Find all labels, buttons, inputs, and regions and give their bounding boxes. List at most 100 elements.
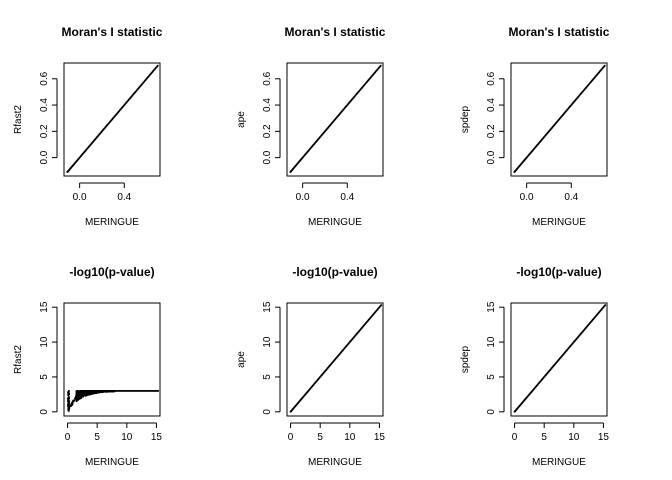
data-point bbox=[68, 390, 70, 392]
data-point bbox=[79, 391, 81, 394]
data-point bbox=[92, 392, 95, 395]
data-point bbox=[82, 391, 84, 393]
data-point bbox=[87, 393, 90, 396]
data-point bbox=[70, 403, 73, 405]
x-tick-label: 15 bbox=[374, 432, 386, 443]
data-point bbox=[379, 64, 382, 67]
data-point bbox=[67, 399, 69, 402]
y-tick-label: 0.2 bbox=[486, 124, 497, 138]
data-points bbox=[513, 64, 606, 173]
y-tick-label: 0.2 bbox=[39, 124, 50, 138]
data-point bbox=[80, 394, 83, 397]
y-tick-label: 0.2 bbox=[262, 124, 273, 138]
panel-1: Moran's I statistic MERINGUE Rfast2 0.0 0.4 0… bbox=[13, 25, 163, 228]
y-tick-label: 5 bbox=[486, 374, 497, 380]
data-point bbox=[156, 64, 159, 67]
data-point bbox=[78, 397, 81, 400]
data-point bbox=[82, 394, 85, 397]
data-points bbox=[289, 304, 383, 413]
plot-frame bbox=[510, 62, 608, 177]
data-point bbox=[68, 405, 71, 408]
panel-4: -log10(p-value) MERINGUE Rfast2 0 5 10 15 0 5 10 1… bbox=[13, 265, 162, 468]
panel-title: -log10(p-value) bbox=[69, 265, 154, 279]
y-tick-label: 0.0 bbox=[486, 150, 497, 164]
data-point bbox=[80, 393, 83, 395]
plot-frame bbox=[63, 302, 161, 417]
plot-frame bbox=[63, 62, 161, 177]
x-axis-label: MERINGUE bbox=[308, 457, 362, 468]
panel-2: Moran's I statistic MERINGUE ape 0.0 0.4 0.0 0… bbox=[236, 25, 386, 228]
panel-3: Moran's I statistic MERINGUE spdep 0.0 0.4 0.… bbox=[460, 25, 610, 228]
x-tick-label: 10 bbox=[121, 432, 133, 443]
y-tick-label: 0 bbox=[262, 409, 273, 415]
data-point bbox=[101, 391, 104, 394]
data-point bbox=[67, 403, 69, 406]
data-point bbox=[82, 395, 84, 398]
x-tick-label: 0 bbox=[288, 432, 294, 443]
x-tick-label: 10 bbox=[568, 432, 580, 443]
data-point bbox=[85, 392, 87, 395]
y-tick-label: 0.0 bbox=[39, 150, 50, 164]
panel-title: Moran's I statistic bbox=[509, 25, 610, 39]
data-point bbox=[95, 391, 98, 394]
y-tick-label: 0.4 bbox=[486, 98, 497, 112]
data-point bbox=[72, 399, 75, 402]
data-point bbox=[74, 397, 76, 400]
data-point bbox=[75, 399, 78, 402]
data-point bbox=[75, 398, 78, 400]
data-point bbox=[68, 408, 71, 410]
data-point bbox=[76, 390, 79, 392]
x-axis-label: MERINGUE bbox=[85, 457, 139, 468]
y-axis-label: spdep bbox=[460, 345, 471, 373]
data-point bbox=[380, 304, 383, 306]
y-axis-label: Rfast2 bbox=[13, 105, 24, 134]
data-point bbox=[67, 401, 70, 404]
data-point bbox=[76, 392, 79, 395]
data-point bbox=[77, 392, 80, 394]
data-point bbox=[67, 408, 69, 411]
x-tick-label: 0 bbox=[65, 432, 71, 443]
x-tick-label: 0.0 bbox=[520, 192, 534, 203]
y-tick-label: 10 bbox=[262, 336, 273, 348]
data-point bbox=[90, 392, 93, 395]
data-point bbox=[71, 403, 74, 406]
data-point bbox=[70, 404, 73, 407]
data-point bbox=[75, 395, 78, 397]
data-point bbox=[78, 393, 80, 396]
data-point bbox=[104, 391, 107, 393]
data-point bbox=[98, 391, 101, 394]
data-points bbox=[289, 64, 382, 173]
data-point bbox=[79, 394, 82, 396]
x-axis-label: MERINGUE bbox=[308, 217, 362, 228]
data-point bbox=[84, 391, 87, 393]
y-tick-label: 0 bbox=[39, 409, 50, 415]
data-point bbox=[89, 393, 91, 396]
data-point bbox=[68, 404, 70, 407]
panel-title: Moran's I statistic bbox=[62, 25, 163, 39]
y-tick-label: 0.4 bbox=[262, 98, 273, 112]
x-tick-label: 5 bbox=[94, 432, 100, 443]
y-tick-label: 5 bbox=[262, 374, 273, 380]
data-point bbox=[68, 393, 70, 396]
data-point bbox=[85, 391, 88, 393]
y-tick-label: 0.4 bbox=[39, 98, 50, 112]
data-point bbox=[79, 392, 82, 394]
panel-title: -log10(p-value) bbox=[516, 265, 601, 279]
data-point bbox=[68, 410, 70, 412]
data-point bbox=[71, 400, 74, 403]
data-point bbox=[81, 395, 83, 398]
x-tick-label: 5 bbox=[541, 432, 547, 443]
data-points bbox=[66, 64, 159, 173]
data-point bbox=[79, 396, 81, 398]
data-point bbox=[80, 392, 83, 394]
data-point bbox=[67, 407, 70, 410]
y-tick-label: 0.6 bbox=[39, 71, 50, 85]
data-point bbox=[68, 406, 71, 409]
data-points bbox=[513, 304, 607, 413]
x-tick-label: 10 bbox=[344, 432, 356, 443]
data-point bbox=[96, 391, 99, 394]
y-tick-label: 15 bbox=[39, 301, 50, 313]
plot-frame bbox=[510, 302, 608, 417]
data-point bbox=[76, 391, 79, 393]
